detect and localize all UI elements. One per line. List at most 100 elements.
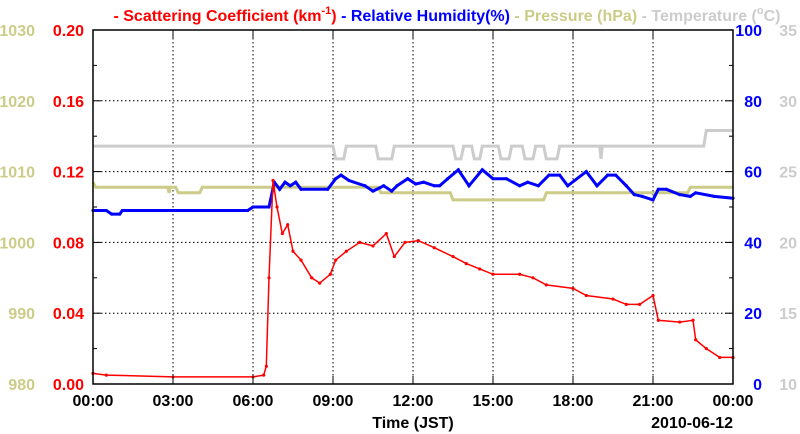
data-point — [678, 193, 682, 197]
data-point — [267, 205, 271, 209]
data-point — [318, 281, 322, 285]
data-point — [614, 173, 618, 177]
x-axis-label: Time (JST) — [372, 415, 454, 432]
data-point — [371, 189, 375, 193]
data-point — [406, 177, 410, 181]
data-point — [280, 231, 284, 236]
scattering-axis-tick-label: 0.08 — [53, 235, 84, 252]
legend-suffix-3: C) — [764, 8, 781, 25]
data-point — [288, 184, 292, 188]
series-group — [91, 129, 735, 379]
pressure-axis-tick-label: 990 — [8, 306, 35, 323]
pressure-axis-tick-label: 1020 — [0, 94, 35, 111]
data-point — [291, 249, 295, 253]
data-point — [571, 286, 575, 291]
date-label: 2010-06-12 — [651, 415, 733, 432]
data-point — [344, 249, 348, 253]
data-point — [691, 318, 695, 322]
data-point — [704, 347, 708, 351]
legend-sup-3: o — [757, 5, 764, 17]
data-point — [464, 262, 468, 266]
scattering-axis-tick-label: 0.04 — [53, 306, 84, 323]
pressure-axis-tick-label: 1000 — [0, 235, 35, 252]
data-point — [651, 293, 655, 298]
data-point — [584, 293, 588, 298]
data-point — [104, 208, 108, 213]
x-tick-label: 03:00 — [153, 393, 194, 410]
temperature-axis-tick-label: 30 — [779, 94, 797, 111]
data-point — [390, 189, 394, 193]
scattering-axis-tick-label: 0.12 — [53, 165, 84, 182]
pressure-axis-tick-label: 980 — [8, 377, 35, 394]
x-tick-label: 21:00 — [633, 393, 674, 410]
temperature-axis-tick-label: 10 — [779, 377, 797, 394]
data-point — [328, 272, 332, 276]
x-tick-label: 12:00 — [393, 393, 434, 410]
data-point — [656, 318, 660, 322]
data-point — [334, 258, 338, 262]
data-point — [438, 184, 442, 188]
data-point — [334, 177, 338, 181]
legend-sup-0: -1 — [322, 5, 332, 17]
legend-item-1: - Relative Humidity(%) — [337, 8, 510, 25]
data-point — [382, 184, 386, 188]
data-point — [371, 244, 375, 248]
scattering-axis-tick-label: 0.16 — [53, 94, 84, 111]
data-point — [558, 173, 562, 177]
data-point — [267, 276, 271, 280]
data-point — [432, 246, 436, 250]
legend-suffix-0: ) — [331, 8, 336, 25]
temperature-axis-tick-label: 35 — [779, 23, 797, 40]
data-point — [536, 184, 540, 188]
data-point — [624, 184, 628, 188]
data-point — [694, 191, 698, 195]
data-point — [118, 212, 122, 216]
data-point — [606, 173, 610, 177]
ticks: 00:00 03:00 06:00 09:00 12:00 15:00 18:00 21:00… — [0, 23, 797, 410]
temperature-axis-tick-label: 20 — [779, 235, 797, 252]
data-point — [491, 177, 495, 181]
pressure-axis-tick-label: 1030 — [0, 23, 35, 40]
data-point — [264, 364, 268, 368]
data-point — [392, 254, 396, 259]
data-point — [547, 173, 551, 177]
humidity-axis-tick-label: 20 — [744, 306, 762, 323]
x-tick-label: 18:00 — [553, 393, 594, 410]
temperature-axis-tick-label: 25 — [779, 165, 797, 182]
data-point — [294, 180, 298, 184]
data-point — [456, 168, 460, 172]
data-point — [104, 373, 108, 377]
data-point — [480, 168, 484, 172]
data-point — [422, 180, 426, 184]
data-point — [339, 173, 343, 177]
x-tick-label: 15:00 — [473, 393, 514, 410]
legend-item-2: - Pressure (hPa) — [510, 8, 637, 25]
scattering-axis-tick-label: 0.20 — [53, 23, 84, 40]
grid — [93, 30, 733, 384]
data-point — [518, 272, 522, 276]
legend-item-3: - Temperature ( — [637, 8, 757, 25]
x-tick-label: 09:00 — [313, 393, 354, 410]
data-point — [678, 320, 682, 324]
data-point — [358, 240, 362, 244]
data-point — [694, 338, 698, 342]
humidity-axis-tick-label: 100 — [735, 23, 762, 40]
data-point — [432, 184, 436, 188]
data-point — [688, 194, 692, 198]
data-point — [299, 187, 303, 191]
x-tick-label: 00:00 — [73, 393, 114, 410]
data-point — [518, 184, 522, 188]
data-point — [446, 177, 450, 181]
humidity-axis-tick-label: 40 — [744, 235, 762, 252]
data-point — [656, 187, 660, 191]
data-point — [584, 170, 588, 174]
scattering-axis-tick-label: 0.00 — [53, 377, 84, 394]
data-point — [251, 205, 255, 209]
data-point — [120, 208, 124, 213]
data-point — [416, 239, 420, 243]
data-point — [275, 205, 279, 209]
data-point — [544, 283, 548, 287]
data-point — [611, 297, 615, 301]
x-tick-label: 06:00 — [233, 393, 274, 410]
